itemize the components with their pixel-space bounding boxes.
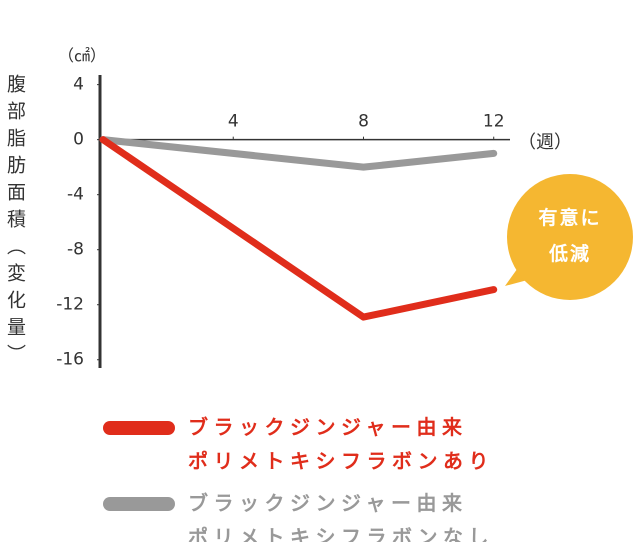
annotation: 有意に 低減 [538, 207, 602, 265]
y-tick-label: -8 [67, 240, 84, 260]
x-tick-label: 12 [483, 112, 505, 132]
y-tick-label: -4 [67, 185, 84, 205]
series-line [99, 136, 498, 171]
y-unit: （㎠） [58, 46, 107, 65]
legend-label: ブラックジンジャー由来 ポリメトキシフラボンなし [188, 491, 494, 542]
x-tick-label: 8 [358, 112, 369, 132]
series-line [99, 136, 498, 321]
y-tick-label: 0 [73, 130, 84, 150]
y-tick-label: -16 [56, 350, 84, 370]
legend-label: ブラックジンジャー由来 ポリメトキシフラボンあり [188, 415, 494, 473]
x-unit: （週） [518, 132, 572, 153]
bubble [507, 174, 633, 300]
x-tick-label: 4 [228, 112, 239, 132]
y-axis-label: 腹部脂肪面積（変化量） [4, 74, 26, 371]
bubble-tail [505, 265, 535, 286]
y-tick-label: 4 [73, 75, 84, 95]
y-tick-label: -12 [56, 295, 84, 315]
